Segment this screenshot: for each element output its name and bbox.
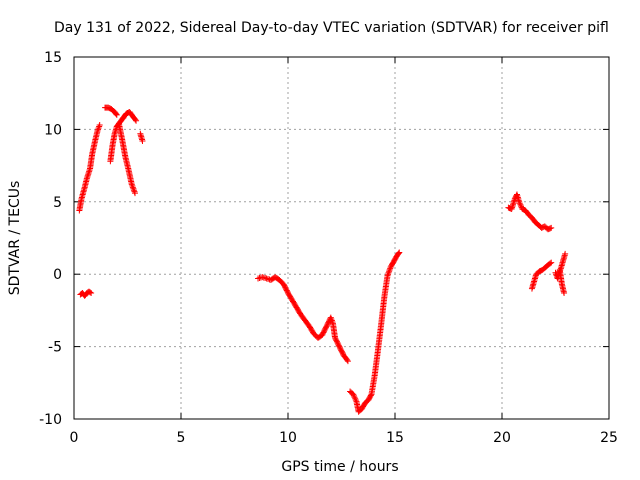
data-point [329, 318, 336, 325]
data-point [518, 203, 525, 210]
data-point [113, 111, 120, 118]
data-point [385, 269, 392, 276]
data-point [351, 394, 358, 401]
plot-frame [73, 56, 610, 420]
data-point [94, 127, 101, 134]
data-point [128, 181, 135, 188]
x-tick-label: 25 [600, 430, 618, 446]
data-point [387, 265, 394, 272]
data-point [96, 122, 103, 129]
data-point [556, 268, 563, 275]
x-tick-label: 15 [386, 430, 404, 446]
y-axis-label: SDTVAR / TECUs [7, 181, 23, 296]
data-point [352, 395, 359, 402]
data-point [350, 391, 357, 398]
y-tick-label: -5 [48, 340, 62, 356]
x-axis-label: GPS time / hours [281, 459, 398, 475]
y-tick-label: -10 [39, 412, 62, 428]
data-point [396, 249, 403, 256]
data-point [554, 274, 561, 281]
data-point [547, 260, 554, 267]
data-point [328, 316, 335, 323]
data-point [367, 392, 374, 399]
data-point [385, 271, 392, 278]
data-point [562, 250, 569, 257]
data-point [386, 268, 393, 275]
data-point [88, 290, 95, 297]
data-point [131, 190, 138, 197]
x-tick-label: 0 [70, 430, 79, 446]
data-point [384, 272, 391, 279]
data-point [328, 317, 335, 324]
data-point [352, 397, 359, 404]
data-point [344, 358, 351, 365]
data-point [395, 250, 402, 257]
data-point [548, 259, 555, 266]
x-tick-label: 20 [493, 430, 511, 446]
data-point [129, 182, 136, 189]
data-point [350, 392, 357, 399]
y-tick-label: 0 [53, 267, 62, 283]
y-tick-label: 10 [44, 122, 62, 138]
data-point [96, 123, 103, 130]
data-point [548, 224, 555, 231]
y-tick-label: 15 [44, 50, 62, 66]
data-point [555, 272, 562, 279]
data-point [344, 356, 351, 363]
data-point [327, 314, 334, 321]
data-point [386, 266, 393, 273]
data-point [556, 269, 563, 276]
axis-ticks: 0 5 10 15 20 25 -10 -5 0 5 10 15 [39, 50, 618, 446]
data-point [516, 198, 523, 205]
data-point [555, 271, 562, 278]
data-point [561, 290, 568, 297]
data-point [95, 124, 102, 131]
data-points [76, 104, 569, 415]
data-point [130, 187, 137, 194]
data-point [87, 289, 94, 296]
data-point [131, 188, 138, 195]
data-point [557, 266, 564, 273]
chart-title: Day 131 of 2022, Sidereal Day-to-day VTE… [54, 20, 609, 36]
data-point [129, 184, 136, 191]
data-point [132, 116, 139, 123]
data-point [133, 117, 140, 124]
data-point [517, 201, 524, 208]
data-point [139, 137, 146, 144]
x-tick-label: 10 [279, 430, 297, 446]
x-tick-label: 5 [177, 430, 186, 446]
data-point [95, 126, 102, 133]
data-point [516, 200, 523, 207]
data-point [130, 185, 137, 192]
data-point [113, 110, 120, 117]
y-tick-label: 5 [53, 195, 62, 211]
